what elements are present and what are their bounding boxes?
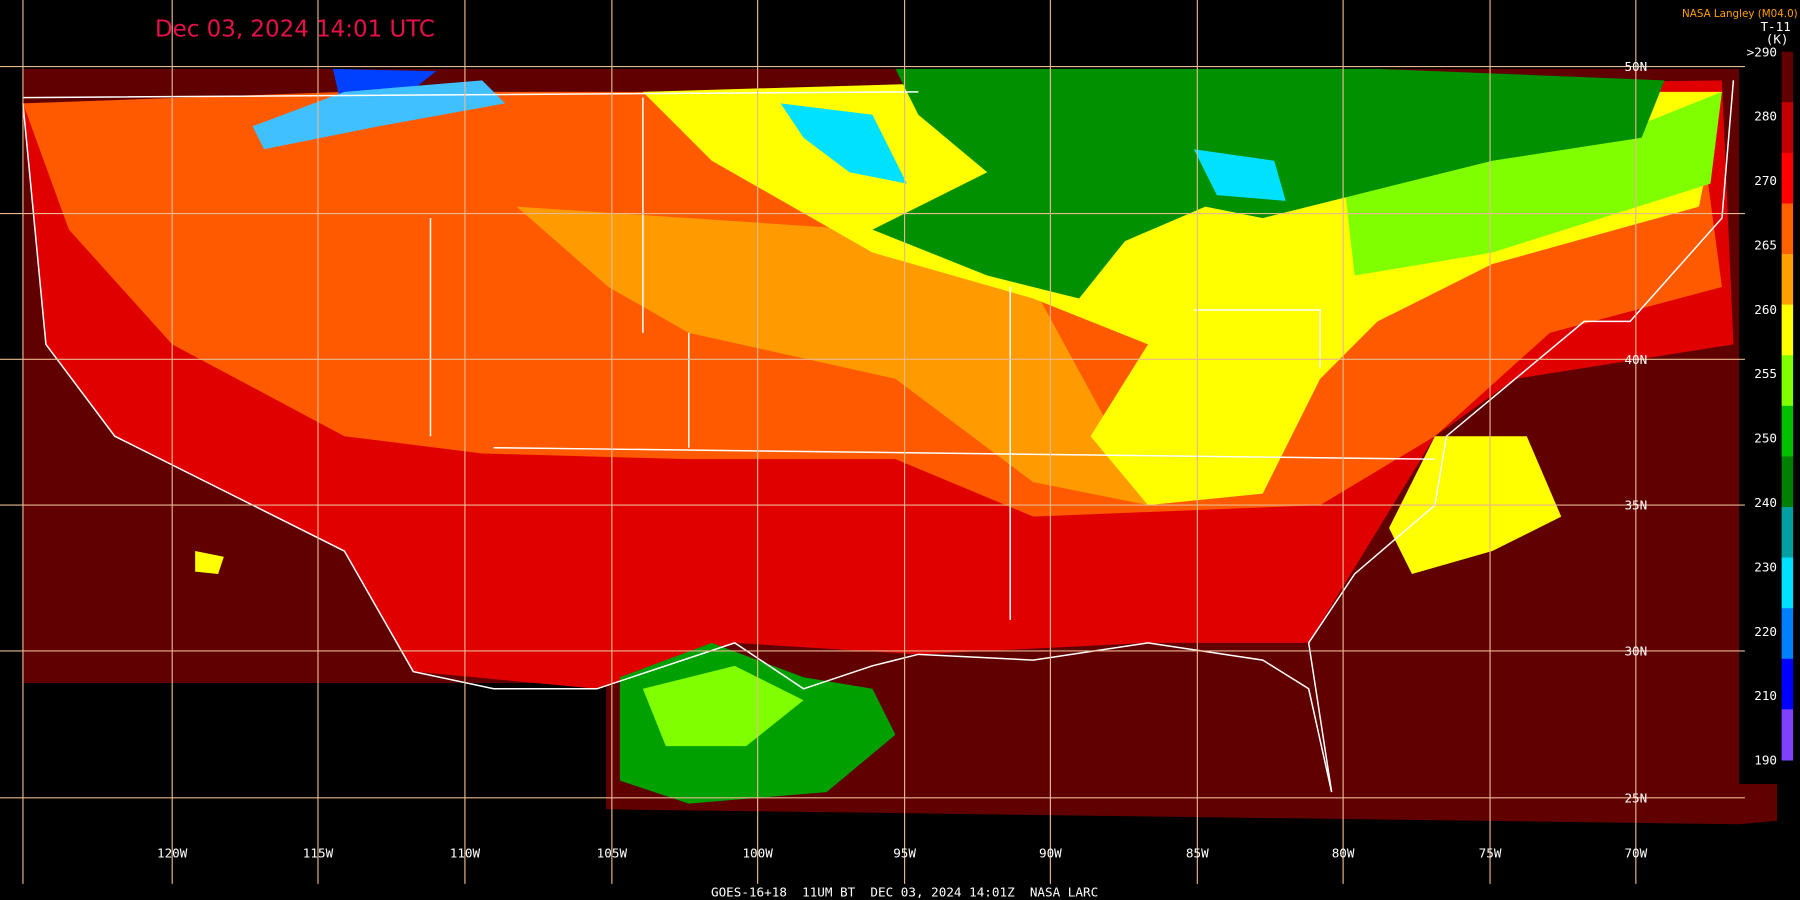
colorbar-label: 255 (1754, 366, 1777, 381)
colorbar-label: 210 (1754, 688, 1777, 703)
longitude-label: 70W (1624, 846, 1647, 861)
latitude-label: 50N (1624, 59, 1647, 74)
colorbar-swatch (1781, 355, 1794, 407)
colorbar-label: 260 (1754, 302, 1777, 317)
unit: (K) (1766, 32, 1789, 47)
colorbar-swatch (1781, 405, 1794, 457)
longitude-label: 90W (1039, 846, 1062, 861)
colorbar-swatch (1781, 557, 1794, 609)
graticule: 120W 115W 110W 105W 100W 95W 90W 85W 80W 75W 70W 50… (0, 0, 1745, 884)
longitude-label: 85W (1186, 846, 1209, 861)
colorbar-label: 265 (1754, 237, 1777, 252)
colorbar-swatch (1781, 456, 1794, 508)
temperature-field (22, 68, 1778, 825)
colorbar-swatch (1781, 102, 1794, 154)
longitude-label: 95W (893, 846, 916, 861)
colorbar-swatch (1781, 608, 1794, 660)
colorbar-label: 250 (1754, 431, 1777, 446)
latitude-label: 35N (1624, 498, 1647, 513)
colorbar-label: 280 (1754, 109, 1777, 124)
longitude-label: 75W (1479, 846, 1502, 861)
longitude-label: 120W (157, 846, 188, 861)
footer: GOES-16+18 11UM BT DEC 03, 2024 14:01Z N… (711, 885, 1098, 900)
source: NASA Langley (M04.0) (1682, 8, 1798, 20)
border (22, 91, 1435, 620)
latitude-label: 40N (1624, 352, 1647, 367)
latitude-label: 30N (1624, 643, 1647, 658)
colorbar: >290 280 270 265 260 255 250 240 230 220 210 190 (1747, 44, 1794, 768)
colorbar-swatch (1781, 304, 1794, 356)
timestamp: Dec 03, 2024 14:01 UTC (155, 17, 435, 43)
colorbar-swatch (1781, 506, 1794, 559)
colorbar-label: 240 (1754, 495, 1777, 510)
colorbar-swatch (1781, 254, 1794, 306)
colorbar-swatch (1781, 203, 1794, 255)
longitude-label: 110W (450, 846, 481, 861)
colorbar-label: 230 (1754, 559, 1777, 574)
colorbar-label: 220 (1754, 624, 1777, 639)
longitude-label: 80W (1332, 846, 1355, 861)
product: T-11 (1760, 19, 1790, 34)
colorbar-label: 270 (1754, 173, 1777, 188)
longitude-label: 105W (597, 846, 628, 861)
colorbar-label: 190 (1754, 753, 1777, 768)
colorbar-swatch (1781, 658, 1794, 710)
colorbar-swatch (1781, 152, 1794, 205)
latitude-label: 25N (1624, 790, 1647, 805)
colorbar-swatch (1781, 51, 1794, 103)
longitude-label: 100W (742, 846, 773, 861)
colorbar-swatch (1781, 709, 1794, 761)
longitude-label: 115W (303, 846, 334, 861)
colorbar-label: >290 (1747, 44, 1777, 59)
